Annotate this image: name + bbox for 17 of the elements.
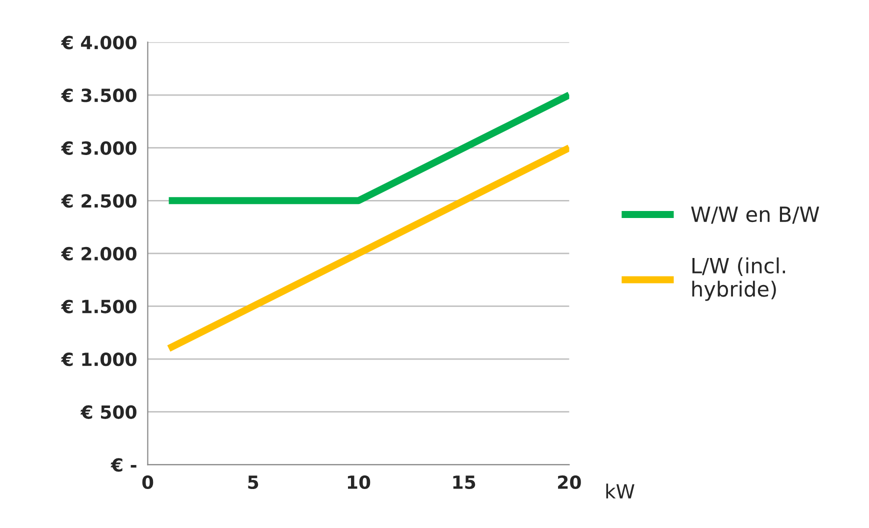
y-tick-label: € 1.000: [61, 352, 136, 366]
y-tick-label: € 3.000: [61, 141, 136, 155]
y-tick-label: € 2.500: [61, 194, 136, 208]
x-tick-label: 10: [348, 475, 370, 490]
x-axis-title: kW: [606, 484, 634, 498]
y-tick-label: € -: [110, 458, 136, 472]
legend-label: W/W en B/W: [691, 206, 820, 224]
y-tick-label: € 500: [80, 405, 136, 419]
y-tick-label: € 3.500: [61, 88, 136, 102]
x-tick-label: 20: [558, 475, 581, 490]
x-tick-label: 0: [142, 475, 154, 490]
y-tick-label: € 4.000: [61, 36, 136, 50]
y-tick-label: € 2.000: [61, 246, 136, 261]
x-tick-label: 15: [453, 476, 476, 490]
x-tick-label: 5: [248, 476, 258, 490]
y-tick-label: € 1.500: [61, 300, 136, 314]
legend-label: L/W (incl. hybride): [692, 257, 785, 301]
